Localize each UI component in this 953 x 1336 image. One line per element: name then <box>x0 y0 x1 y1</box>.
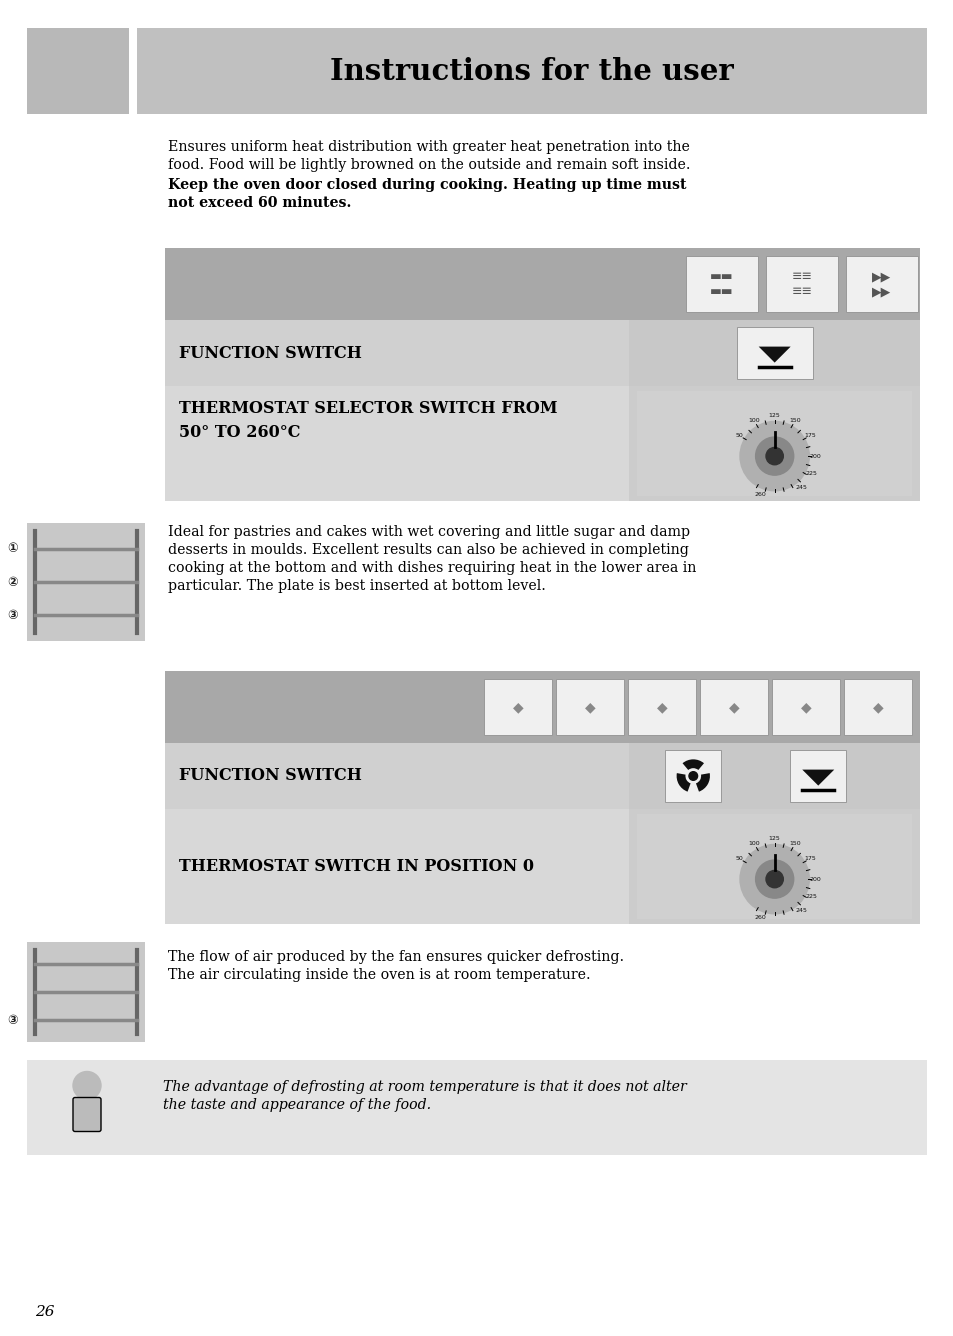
Text: The advantage of defrosting at room temperature is that it does not alter: The advantage of defrosting at room temp… <box>163 1079 686 1094</box>
Bar <box>627 679 696 735</box>
Bar <box>27 28 129 114</box>
Text: ◆: ◆ <box>872 700 882 713</box>
Bar <box>629 810 919 925</box>
Circle shape <box>73 1071 101 1100</box>
Text: 200: 200 <box>809 876 821 882</box>
Text: 100: 100 <box>747 418 760 424</box>
Text: ①: ① <box>8 542 18 556</box>
Text: 175: 175 <box>803 433 815 438</box>
Polygon shape <box>801 770 833 786</box>
Bar <box>685 257 758 313</box>
Polygon shape <box>758 346 790 362</box>
Bar <box>165 671 919 743</box>
Bar <box>664 749 720 802</box>
Text: FUNCTION SWITCH: FUNCTION SWITCH <box>179 767 361 784</box>
Text: 125: 125 <box>768 413 780 418</box>
Bar <box>637 814 911 919</box>
Bar <box>165 321 629 386</box>
Text: Keep the oven door closed during cooking. Heating up time must: Keep the oven door closed during cooking… <box>168 178 686 192</box>
Bar <box>736 327 812 379</box>
Text: 260: 260 <box>754 492 766 497</box>
Text: 100: 100 <box>747 842 760 846</box>
Bar <box>629 743 919 810</box>
Text: ②: ② <box>8 576 18 588</box>
Text: The flow of air produced by the fan ensures quicker defrosting.: The flow of air produced by the fan ensu… <box>168 950 623 965</box>
Text: THERMOSTAT SWITCH IN POSITION 0: THERMOSTAT SWITCH IN POSITION 0 <box>179 858 534 875</box>
Text: Ensures uniform heat distribution with greater heat penetration into the: Ensures uniform heat distribution with g… <box>168 140 689 154</box>
Text: 260: 260 <box>754 915 766 921</box>
Text: Ideal for pastries and cakes with wet covering and little sugar and damp: Ideal for pastries and cakes with wet co… <box>168 525 689 538</box>
Text: 200: 200 <box>809 454 821 458</box>
Bar <box>27 942 145 1042</box>
Bar <box>700 679 767 735</box>
Text: particular. The plate is best inserted at bottom level.: particular. The plate is best inserted a… <box>168 578 545 593</box>
Text: 175: 175 <box>803 856 815 862</box>
Text: not exceed 60 minutes.: not exceed 60 minutes. <box>168 196 351 210</box>
Bar <box>765 257 837 313</box>
Text: 245: 245 <box>794 908 806 912</box>
Bar <box>771 679 840 735</box>
Bar <box>165 743 629 810</box>
Text: Instructions for the user: Instructions for the user <box>330 56 733 86</box>
Text: desserts in moulds. Excellent results can also be achieved in completing: desserts in moulds. Excellent results ca… <box>168 542 688 557</box>
Bar <box>637 391 911 496</box>
Text: the taste and appearance of the food.: the taste and appearance of the food. <box>163 1098 431 1112</box>
Bar <box>845 257 917 313</box>
Text: 50° TO 260°C: 50° TO 260°C <box>179 424 300 441</box>
Text: ◆: ◆ <box>728 700 739 713</box>
Text: 50: 50 <box>735 433 742 438</box>
Text: 125: 125 <box>768 836 780 840</box>
Text: The air circulating inside the oven is at room temperature.: The air circulating inside the oven is a… <box>168 969 590 982</box>
Text: ▬▬
▬▬: ▬▬ ▬▬ <box>709 270 733 298</box>
Bar <box>137 28 926 114</box>
Bar <box>165 810 629 925</box>
Bar <box>556 679 623 735</box>
Text: ③: ③ <box>8 608 18 621</box>
Bar <box>165 386 629 501</box>
Text: ◆: ◆ <box>656 700 666 713</box>
Circle shape <box>765 871 782 887</box>
Text: ≡≡
≡≡: ≡≡ ≡≡ <box>791 270 812 298</box>
Circle shape <box>740 421 808 490</box>
Circle shape <box>688 772 697 780</box>
Text: ◆: ◆ <box>512 700 523 713</box>
Text: ③: ③ <box>8 1014 18 1026</box>
Text: 150: 150 <box>788 418 801 424</box>
Circle shape <box>755 437 793 476</box>
Bar <box>483 679 552 735</box>
Text: 26: 26 <box>35 1305 54 1319</box>
Text: 245: 245 <box>794 485 806 490</box>
Wedge shape <box>676 774 690 792</box>
Text: cooking at the bottom and with dishes requiring heat in the lower area in: cooking at the bottom and with dishes re… <box>168 561 696 574</box>
Wedge shape <box>696 774 709 792</box>
Circle shape <box>740 844 808 914</box>
Bar <box>30 1065 145 1150</box>
Text: ◆: ◆ <box>800 700 810 713</box>
Bar <box>789 749 845 802</box>
Text: ▶▶
▶▶: ▶▶ ▶▶ <box>871 270 891 298</box>
Text: ◆: ◆ <box>584 700 595 713</box>
FancyBboxPatch shape <box>73 1097 101 1132</box>
Text: 225: 225 <box>805 894 817 899</box>
Circle shape <box>765 448 782 465</box>
Bar <box>629 386 919 501</box>
Bar <box>165 248 919 321</box>
Text: THERMOSTAT SELECTOR SWITCH FROM: THERMOSTAT SELECTOR SWITCH FROM <box>179 399 557 417</box>
Text: 150: 150 <box>788 842 801 846</box>
Text: FUNCTION SWITCH: FUNCTION SWITCH <box>179 345 361 362</box>
Bar <box>629 321 919 386</box>
Bar <box>27 522 145 641</box>
Text: 50: 50 <box>735 856 742 862</box>
Circle shape <box>755 860 793 898</box>
Bar <box>27 1059 926 1156</box>
Text: 225: 225 <box>805 470 817 476</box>
Text: food. Food will be lightly browned on the outside and remain soft inside.: food. Food will be lightly browned on th… <box>168 158 690 172</box>
Bar <box>843 679 911 735</box>
Wedge shape <box>681 759 703 770</box>
